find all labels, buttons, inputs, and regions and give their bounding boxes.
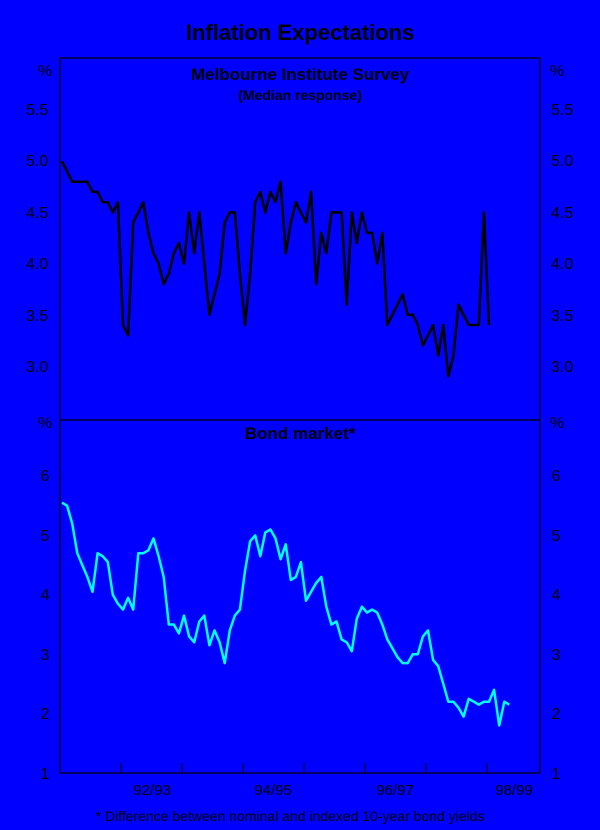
bottom-left-unit: %: [38, 415, 52, 432]
top-left-ytick: 3.0: [26, 359, 48, 376]
bottom-right-ytick: 3: [552, 647, 561, 664]
top-right-unit: %: [550, 63, 564, 80]
top-left-unit: %: [38, 63, 52, 80]
top-left-ytick: 5.5: [26, 102, 48, 119]
x-tick-label: 98/99: [495, 782, 533, 799]
x-tick-marks: [120, 763, 488, 773]
x-tick-label: 92/93: [133, 782, 171, 799]
bottom-right-ytick: 5: [552, 528, 561, 545]
top-right-ytick: 3.0: [551, 359, 573, 376]
bottom-left-ytick: 1: [41, 766, 50, 783]
chart-title: Inflation Expectations: [186, 20, 415, 45]
top-right-ytick: 3.5: [551, 308, 573, 325]
bottom-right-ytick: 1: [552, 766, 561, 783]
bottom-y-ticks: 6 5 4 3 2 1 6 5 4 3 2 1: [41, 468, 561, 783]
top-right-ytick: 4.5: [551, 205, 573, 222]
bottom-left-ytick: 3: [41, 647, 50, 664]
x-tick-label: 96/97: [376, 782, 414, 799]
plot-frame: [59, 57, 541, 774]
bottom-left-ytick: 6: [41, 468, 50, 485]
series-line-melbourne-survey: [60, 160, 491, 378]
top-left-ytick: 4.0: [26, 256, 48, 273]
bottom-panel-title: Bond market*: [245, 424, 356, 443]
top-panel-title: Melbourne Institute Survey: [191, 65, 410, 84]
bottom-left-ytick: 5: [41, 528, 50, 545]
top-panel-subtitle: (Median response): [238, 87, 362, 103]
top-left-ytick: 4.5: [26, 205, 48, 222]
bottom-left-ytick: 4: [41, 587, 50, 604]
bottom-right-ytick: 6: [552, 468, 561, 485]
top-right-ytick: 5.5: [551, 102, 573, 119]
top-right-ytick: 4.0: [551, 256, 573, 273]
top-left-ytick: 3.5: [26, 308, 48, 325]
bottom-right-ytick: 4: [552, 587, 561, 604]
footnote: * Difference between nominal and indexed…: [96, 808, 485, 824]
bottom-right-unit: %: [550, 415, 564, 432]
top-left-ytick: 5.0: [26, 153, 48, 170]
bottom-left-ytick: 2: [41, 706, 50, 723]
top-right-ytick: 5.0: [551, 153, 573, 170]
series-line-bond-market: [61, 501, 510, 727]
x-tick-label: 94/95: [254, 782, 292, 799]
bottom-right-ytick: 2: [552, 706, 561, 723]
x-tick-labels: 92/93 94/95 96/97 98/99: [133, 782, 533, 799]
top-y-ticks: 5.5 5.0 4.5 4.0 3.5 3.0 5.5 5.0 4.5 4.0 …: [26, 102, 573, 376]
